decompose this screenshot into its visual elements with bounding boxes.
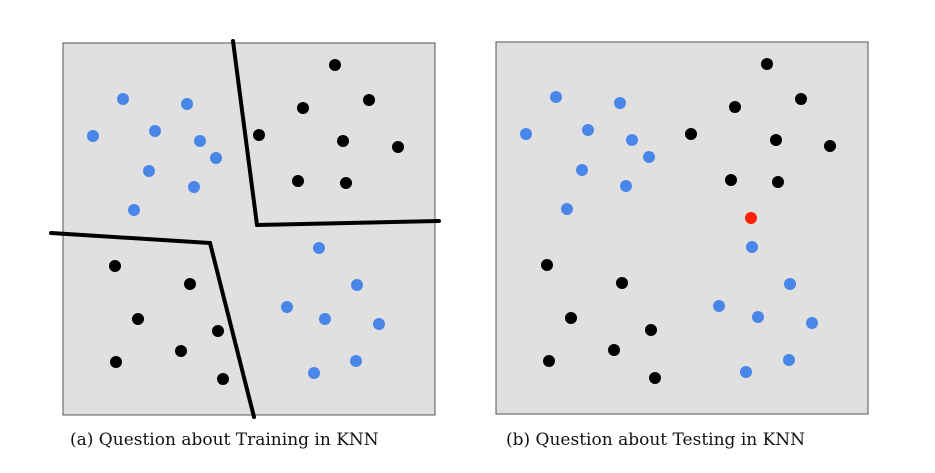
blue-point-2 bbox=[87, 130, 99, 142]
caption-testing: (b) Question about Testing in KNN bbox=[506, 430, 806, 450]
panel-testing bbox=[495, 41, 869, 415]
black-point-6 bbox=[292, 175, 304, 187]
black-point-5 bbox=[392, 141, 404, 153]
black-point-7 bbox=[772, 176, 784, 188]
blue-point-6 bbox=[576, 164, 588, 176]
blue-point-6 bbox=[143, 165, 155, 177]
black-point-12 bbox=[608, 344, 620, 356]
black-point-10 bbox=[132, 313, 144, 325]
blue-point-1 bbox=[181, 98, 193, 110]
blue-point-2 bbox=[520, 128, 532, 140]
black-point-0 bbox=[761, 58, 773, 70]
blue-point-10 bbox=[784, 278, 796, 290]
blue-point-3 bbox=[149, 125, 161, 137]
plot-training bbox=[49, 39, 441, 419]
blue-point-13 bbox=[806, 317, 818, 329]
blue-point-5 bbox=[210, 152, 222, 164]
panel-training bbox=[49, 39, 441, 419]
black-point-4 bbox=[337, 135, 349, 147]
black-point-13 bbox=[110, 356, 122, 368]
black-point-14 bbox=[649, 372, 661, 384]
black-point-4 bbox=[770, 134, 782, 146]
black-point-3 bbox=[253, 129, 265, 141]
black-point-7 bbox=[340, 177, 352, 189]
blue-point-13 bbox=[373, 318, 385, 330]
blue-point-7 bbox=[188, 181, 200, 193]
blue-point-9 bbox=[746, 241, 758, 253]
blue-point-0 bbox=[117, 93, 129, 105]
blue-point-14 bbox=[783, 354, 795, 366]
black-point-10 bbox=[565, 312, 577, 324]
decision-boundary-1 bbox=[255, 219, 441, 227]
blue-point-9 bbox=[313, 242, 325, 254]
blue-point-11 bbox=[281, 301, 293, 313]
blue-point-12 bbox=[319, 313, 331, 325]
blue-point-3 bbox=[582, 124, 594, 136]
black-point-14 bbox=[217, 373, 229, 385]
black-point-6 bbox=[725, 174, 737, 186]
black-point-2 bbox=[729, 101, 741, 113]
black-point-1 bbox=[795, 93, 807, 105]
caption-training: (a) Question about Training in KNN bbox=[70, 430, 379, 450]
query-point bbox=[745, 212, 757, 224]
plot-testing bbox=[495, 41, 869, 415]
blue-point-0 bbox=[550, 91, 562, 103]
black-point-8 bbox=[109, 260, 121, 272]
black-point-2 bbox=[297, 102, 309, 114]
blue-point-12 bbox=[752, 311, 764, 323]
blue-point-1 bbox=[614, 97, 626, 109]
black-point-13 bbox=[543, 355, 555, 367]
decision-boundary-2 bbox=[49, 231, 212, 245]
blue-point-14 bbox=[350, 355, 362, 367]
blue-point-8 bbox=[561, 203, 573, 215]
black-point-1 bbox=[363, 94, 375, 106]
black-point-3 bbox=[685, 128, 697, 140]
blue-point-11 bbox=[713, 300, 725, 312]
black-point-9 bbox=[616, 277, 628, 289]
blue-point-8 bbox=[128, 204, 140, 216]
plot-area bbox=[62, 42, 436, 416]
black-point-5 bbox=[824, 140, 836, 152]
black-point-0 bbox=[329, 59, 341, 71]
blue-point-4 bbox=[626, 134, 638, 146]
plot-area bbox=[495, 41, 869, 415]
black-point-8 bbox=[541, 259, 553, 271]
blue-point-5 bbox=[643, 151, 655, 163]
black-point-12 bbox=[175, 345, 187, 357]
blue-point-10 bbox=[351, 279, 363, 291]
decision-boundary-3 bbox=[208, 241, 256, 419]
black-point-11 bbox=[212, 325, 224, 337]
blue-point-15 bbox=[308, 367, 320, 379]
decision-boundary-0 bbox=[231, 39, 259, 227]
black-point-11 bbox=[645, 324, 657, 336]
blue-point-7 bbox=[620, 180, 632, 192]
blue-point-4 bbox=[194, 135, 206, 147]
blue-point-15 bbox=[740, 366, 752, 378]
black-point-9 bbox=[184, 278, 196, 290]
